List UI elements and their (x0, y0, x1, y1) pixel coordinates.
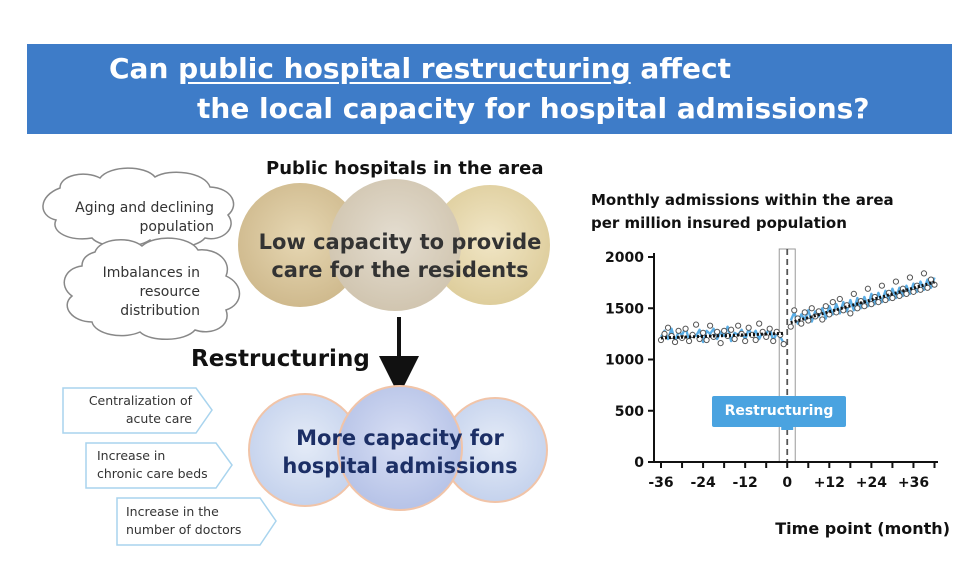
cloud-aging (42, 167, 235, 248)
observed-point (920, 270, 928, 277)
observed-point (861, 303, 868, 310)
observed-point (752, 336, 759, 344)
observed-point (787, 323, 794, 330)
title-underlined-phrase: public hospital restructuring (178, 52, 631, 85)
y-tick-label: 1500 (605, 301, 644, 317)
x-tick-label: +24 (856, 475, 887, 491)
observed-point (875, 299, 882, 306)
y-tick-label: 500 (615, 404, 644, 420)
flag-centralization-text: Centralization of acute care (88, 393, 192, 426)
observed-point (801, 309, 808, 316)
observed-point (906, 274, 914, 281)
observed-point (780, 341, 787, 348)
observed-point (682, 325, 689, 332)
restructuring-callout: Restructuring (712, 396, 846, 427)
y-tick-label: 2000 (605, 250, 644, 266)
observed-point (889, 294, 896, 302)
observed-point (892, 278, 900, 285)
observed-point (917, 286, 924, 293)
observed-point (661, 330, 668, 337)
title-line-1: Can public hospital restructuring affect (109, 52, 731, 85)
trend-line-pre (660, 331, 784, 340)
before-circle-left (238, 183, 362, 307)
cloud-aging-text: Aging and declining population (75, 200, 214, 235)
observed-point (819, 316, 826, 323)
observed-point (675, 327, 682, 334)
chart-title-line-1: Monthly admissions within the area (591, 191, 894, 209)
x-tick-label: -36 (648, 475, 673, 491)
diagram-header: Public hospitals in the area (266, 158, 544, 179)
chart-title-line-2: per million insured population (591, 214, 847, 232)
x-tick-label: -24 (690, 475, 716, 491)
before-circle-text: Low capacity to provide care for the res… (258, 230, 542, 282)
observed-point (721, 327, 728, 334)
after-circle-text: More capacity for hospital admissions (282, 426, 518, 478)
observed-point (770, 337, 777, 345)
observed-point (671, 338, 679, 346)
restructuring-label: Restructuring (191, 346, 370, 372)
observed-point (699, 329, 707, 336)
observed-point (745, 324, 752, 331)
observed-point (735, 322, 742, 329)
observed-point (836, 295, 843, 303)
observed-point (703, 336, 710, 344)
observed-point (882, 296, 889, 304)
flag-chronic-beds-text: Increase in chronic care beds (97, 448, 208, 481)
observed-point (931, 281, 938, 288)
flag-centralization (62, 387, 213, 434)
observed-point (766, 325, 773, 332)
observed-point (791, 307, 798, 314)
after-circle-center (337, 385, 463, 511)
title-line-2: the local capacity for hospital admissio… (197, 92, 870, 125)
x-tick-label: 0 (782, 475, 792, 491)
y-tick-label: 0 (634, 455, 644, 471)
observed-point (692, 321, 700, 328)
before-circle-right (430, 185, 550, 305)
observed-point (854, 305, 861, 312)
observed-point (808, 305, 815, 312)
observed-point (878, 282, 886, 289)
cloud-imbalances (63, 237, 241, 340)
title-banner: Can public hospital restructuring affect… (27, 44, 952, 134)
observed-point (714, 328, 721, 335)
before-circle-center (329, 179, 461, 311)
observed-point (927, 276, 935, 283)
trend-line-post (790, 280, 935, 325)
observed-point (731, 335, 738, 343)
flag-doctors (116, 497, 277, 546)
observed-point (742, 337, 749, 345)
x-tick-label: +36 (898, 475, 929, 491)
observed-point (756, 320, 763, 327)
observed-point (910, 288, 917, 295)
observed-point (896, 292, 903, 300)
observed-point (847, 310, 854, 317)
cloud-imbalances-text: Imbalances in resource distribution (102, 265, 200, 319)
flag-chronic-beds (85, 442, 233, 489)
observed-point (903, 290, 910, 298)
observed-point (868, 301, 875, 308)
observed-point (664, 324, 672, 331)
observed-point (822, 303, 829, 310)
observed-point (728, 326, 735, 333)
observed-point (706, 322, 714, 329)
flag-doctors-text: Increase in the number of doctors (126, 504, 242, 537)
diagram-graphics (42, 167, 550, 546)
observed-point (924, 284, 931, 291)
y-tick-label: 1000 (605, 353, 644, 369)
observed-point (717, 340, 724, 347)
admissions-chart: 0 500 1000 1500 2000 -36 -24 -12 0 +12 +24 +36 Time… (605, 248, 950, 538)
x-axis-label: Time point (month) (775, 519, 950, 538)
observed-point (798, 320, 805, 327)
observed-point (850, 290, 857, 298)
observed-point (864, 285, 871, 292)
observed-point (829, 299, 836, 306)
x-tick-label: -12 (733, 475, 758, 491)
observed-point (685, 337, 693, 345)
x-tick-label: +12 (814, 475, 845, 491)
